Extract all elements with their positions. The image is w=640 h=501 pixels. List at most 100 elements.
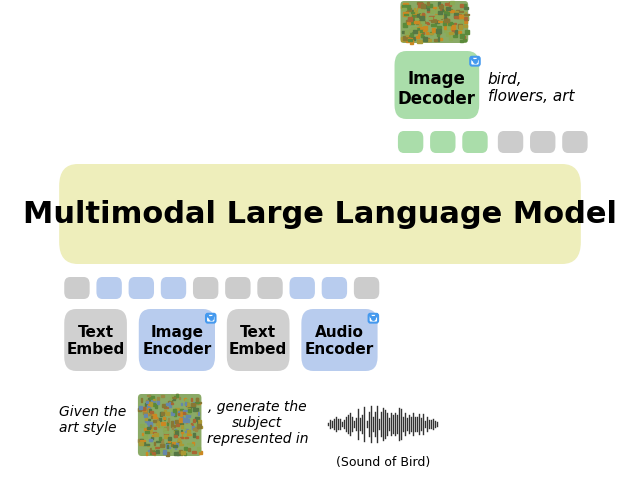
Bar	[148, 398, 151, 401]
Bar	[168, 418, 170, 422]
Bar	[455, 31, 456, 35]
Bar	[419, 32, 421, 34]
Bar	[161, 412, 164, 415]
Bar	[444, 15, 446, 19]
Bar	[151, 437, 153, 439]
Bar	[412, 17, 414, 21]
Bar	[151, 438, 152, 441]
Bar	[410, 41, 413, 45]
Bar	[164, 411, 166, 413]
Bar	[164, 450, 165, 453]
Text: Image
Decoder: Image Decoder	[398, 70, 476, 108]
Bar	[435, 10, 440, 13]
Bar	[433, 29, 435, 33]
Bar	[445, 4, 449, 7]
Bar	[417, 9, 419, 12]
Bar	[147, 421, 148, 425]
Bar	[454, 14, 458, 18]
Bar	[153, 421, 156, 422]
Bar	[463, 13, 466, 16]
Bar	[150, 416, 152, 418]
Bar	[153, 417, 157, 419]
Bar	[197, 403, 200, 404]
Bar	[174, 431, 178, 433]
Bar	[421, 6, 425, 9]
Bar	[181, 452, 182, 455]
Bar	[401, 38, 404, 42]
Bar	[180, 451, 185, 454]
Bar	[421, 33, 424, 35]
Bar	[458, 15, 461, 17]
Bar	[164, 435, 168, 438]
Bar	[148, 422, 152, 426]
Bar	[417, 28, 422, 31]
Bar	[458, 26, 460, 27]
Bar	[143, 442, 145, 445]
Bar	[168, 437, 171, 440]
Bar	[452, 36, 458, 38]
Bar	[157, 401, 159, 404]
Bar	[149, 430, 152, 433]
Bar	[180, 412, 182, 416]
Bar	[194, 422, 196, 426]
Bar	[146, 400, 148, 402]
Bar	[149, 402, 151, 404]
Bar	[445, 19, 447, 22]
Bar	[444, 26, 449, 30]
Bar	[452, 31, 454, 33]
Bar	[406, 9, 412, 12]
Bar	[173, 444, 177, 445]
Bar	[146, 452, 147, 455]
Bar	[175, 433, 177, 435]
Bar	[171, 426, 175, 427]
Bar	[164, 427, 168, 430]
FancyBboxPatch shape	[138, 394, 202, 456]
Bar	[173, 397, 175, 401]
Bar	[462, 37, 465, 39]
Bar	[145, 418, 147, 420]
Bar	[404, 32, 408, 35]
Bar	[455, 16, 460, 19]
Bar	[408, 36, 412, 38]
Bar	[405, 6, 410, 10]
Bar	[148, 450, 149, 451]
Bar	[188, 407, 191, 408]
Bar	[175, 411, 177, 414]
Bar	[163, 450, 166, 454]
Bar	[159, 444, 164, 447]
Bar	[188, 409, 191, 412]
Bar	[449, 11, 454, 14]
Bar	[406, 10, 408, 12]
Bar	[436, 17, 442, 21]
Bar	[409, 30, 413, 32]
Bar	[438, 3, 440, 7]
Bar	[416, 38, 419, 40]
Text: Given the
art style: Given the art style	[59, 404, 127, 434]
Bar	[157, 399, 158, 402]
Bar	[414, 22, 419, 25]
Bar	[416, 22, 419, 25]
Bar	[187, 443, 191, 444]
Bar	[180, 432, 183, 433]
Bar	[147, 413, 149, 415]
Bar	[146, 428, 147, 431]
Bar	[179, 419, 183, 422]
Bar	[428, 34, 433, 35]
Bar	[148, 396, 150, 397]
Bar	[438, 38, 439, 42]
Bar	[422, 19, 424, 21]
Bar	[150, 412, 153, 413]
Bar	[438, 39, 442, 41]
Bar	[150, 425, 151, 428]
Bar	[148, 409, 151, 412]
Bar	[408, 18, 412, 22]
Bar	[138, 408, 141, 411]
Bar	[152, 437, 154, 439]
Bar	[449, 26, 451, 28]
Bar	[196, 402, 200, 403]
Bar	[178, 439, 179, 442]
Bar	[171, 444, 173, 446]
Bar	[436, 17, 440, 21]
Bar	[163, 417, 165, 419]
Bar	[155, 404, 157, 408]
